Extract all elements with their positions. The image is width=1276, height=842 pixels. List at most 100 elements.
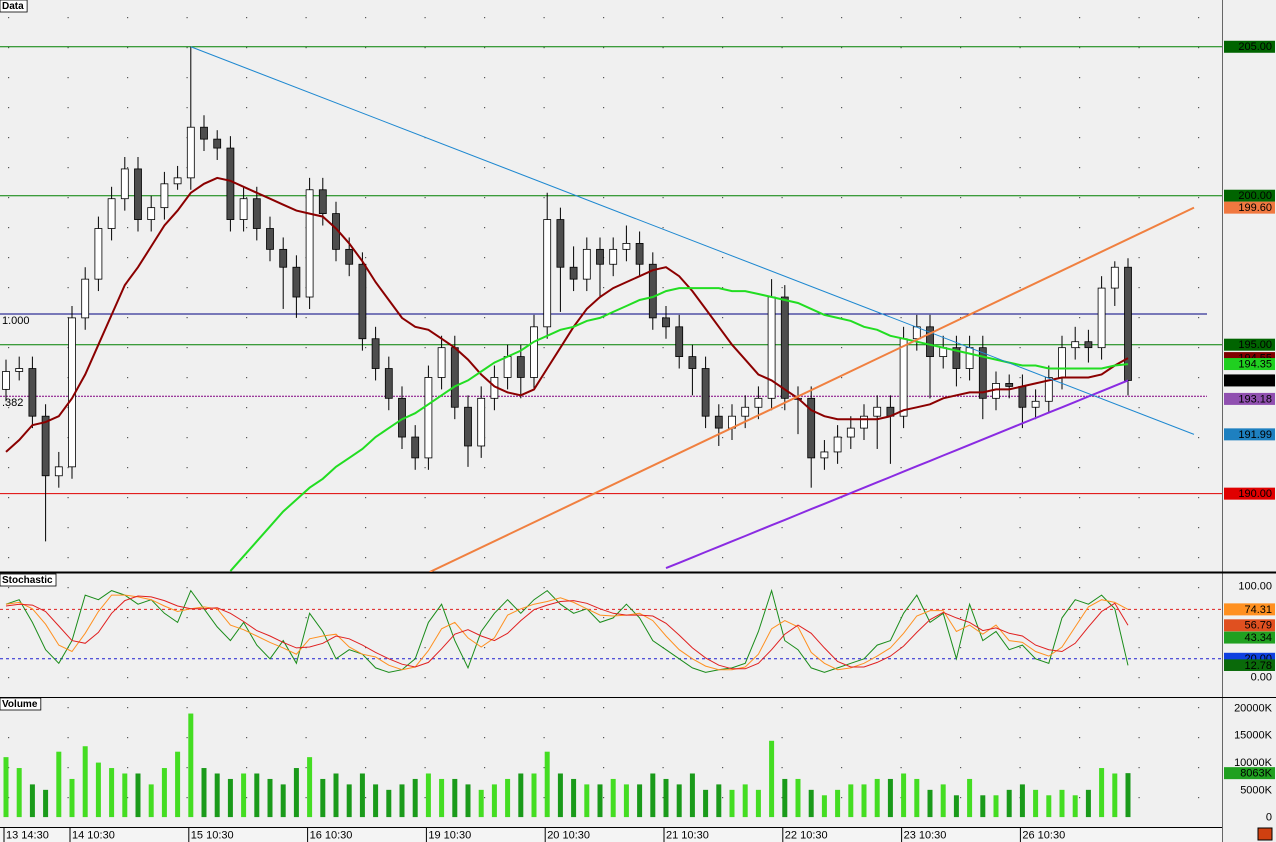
volume-bar [769, 740, 775, 818]
candle-body [226, 147, 235, 220]
candle-body [978, 347, 987, 399]
volume-bar [505, 778, 511, 818]
candle-body [252, 198, 261, 229]
x-tick-label: 15 10:30 [191, 829, 234, 841]
y-tick-label: 190.00 [1238, 488, 1272, 500]
trendline [190, 46, 1195, 435]
volume-bar [544, 751, 550, 818]
x-tick-label: 16 10:30 [310, 829, 353, 841]
y-tick-box [1224, 756, 1275, 769]
candle-body [120, 168, 129, 200]
volume-bar [782, 778, 788, 818]
volume-bar [439, 778, 445, 818]
volume-bar [1006, 789, 1012, 818]
volume-bar [491, 784, 497, 818]
volume-bar [755, 789, 761, 818]
y-tick-label: 20000K [1234, 702, 1273, 714]
y-tick-box [1224, 40, 1275, 53]
volume-bar [531, 773, 537, 818]
volume-bar [95, 762, 101, 818]
y-tick-box [1224, 374, 1275, 387]
x-tick-label: 21 10:30 [666, 829, 709, 841]
volume-bar [703, 789, 709, 818]
y-tick-box [1224, 767, 1275, 780]
volume-bar [808, 789, 814, 818]
candle-body [28, 368, 37, 417]
price-panel [0, 46, 1222, 572]
candle-body [1058, 347, 1066, 378]
volume-bar [901, 773, 907, 818]
candle-body [899, 338, 908, 417]
volume-bar [557, 773, 563, 818]
y-tick-box [1224, 631, 1275, 644]
candle-body [147, 207, 156, 220]
volume-bar [43, 789, 49, 818]
volume-bar [650, 773, 656, 818]
y-tick-box [1224, 619, 1275, 632]
candle-body [292, 266, 301, 298]
panel-title-box [0, 697, 42, 711]
y-tick-label: 0.00 [1251, 671, 1272, 683]
x-tick-label: 20 10:30 [547, 829, 590, 841]
candle-body [503, 356, 512, 378]
volume-bar [201, 768, 207, 818]
moving-average [5, 176, 1129, 453]
candle-body [1097, 287, 1106, 349]
volume-bar [412, 778, 418, 818]
volume-bar [584, 784, 590, 818]
candle-body [1071, 341, 1080, 349]
candle-body [807, 397, 816, 459]
scroll-button[interactable] [1257, 827, 1273, 841]
candle-body [688, 356, 697, 369]
y-tick-label: 43.34 [1244, 632, 1272, 644]
date-axis [0, 828, 1222, 842]
volume-bar [16, 768, 22, 818]
candle-body [1110, 266, 1119, 289]
volume-bar [742, 784, 748, 818]
candle-body [741, 406, 750, 417]
candle-body [345, 248, 354, 265]
candle-body [873, 406, 882, 417]
candle-body [54, 466, 63, 477]
candle-body [952, 347, 961, 369]
y-tick-box [1224, 392, 1275, 405]
volume-bar [637, 784, 643, 818]
volume-bar [848, 784, 854, 818]
volume-bar [1019, 784, 1025, 818]
dot-grid [0, 0, 1222, 828]
volume-bar [1125, 773, 1131, 818]
volume-bar [835, 789, 841, 818]
candle-body [424, 377, 433, 459]
stochastic-line [5, 595, 1129, 670]
y-tick-box [1224, 358, 1275, 371]
volume-bar [82, 746, 88, 818]
candle-body [1005, 383, 1014, 387]
candle-body [780, 296, 789, 399]
candle-body [648, 263, 657, 319]
candle-body [1018, 385, 1027, 408]
candle-body [384, 368, 393, 399]
candle-body [186, 126, 195, 179]
volume-bar [1033, 789, 1039, 818]
volume-bar [927, 789, 933, 818]
volume-bar [452, 778, 458, 818]
candle-body [15, 368, 24, 372]
candle-body [81, 278, 90, 319]
candle-body [213, 138, 222, 149]
volume-bar [1072, 795, 1078, 818]
volume-bar [795, 778, 801, 818]
candle-body [635, 242, 644, 265]
y-tick-label: 56.79 [1244, 620, 1272, 632]
volume-bar [227, 778, 233, 818]
candle-body [543, 219, 552, 328]
volume-bar [1085, 789, 1091, 818]
y-tick-label: 0 [1266, 812, 1272, 824]
volume-bar [940, 784, 946, 818]
fib-label: .382 [2, 397, 23, 409]
y-tick-label: 193.80 [1238, 375, 1272, 387]
candle-body [200, 126, 208, 140]
moving-average [665, 379, 1129, 570]
volume-bar [478, 789, 484, 818]
volume-bar [716, 784, 722, 818]
